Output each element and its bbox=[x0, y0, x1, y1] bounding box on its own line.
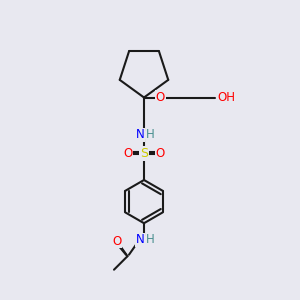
Text: S: S bbox=[140, 147, 148, 160]
Text: H: H bbox=[146, 233, 155, 246]
Text: N: N bbox=[136, 128, 145, 142]
Text: O: O bbox=[123, 147, 132, 160]
Text: N: N bbox=[136, 233, 145, 246]
Text: OH: OH bbox=[218, 91, 236, 104]
Text: O: O bbox=[112, 235, 122, 248]
Text: O: O bbox=[156, 91, 165, 104]
Text: O: O bbox=[156, 147, 165, 160]
Text: H: H bbox=[146, 128, 155, 142]
